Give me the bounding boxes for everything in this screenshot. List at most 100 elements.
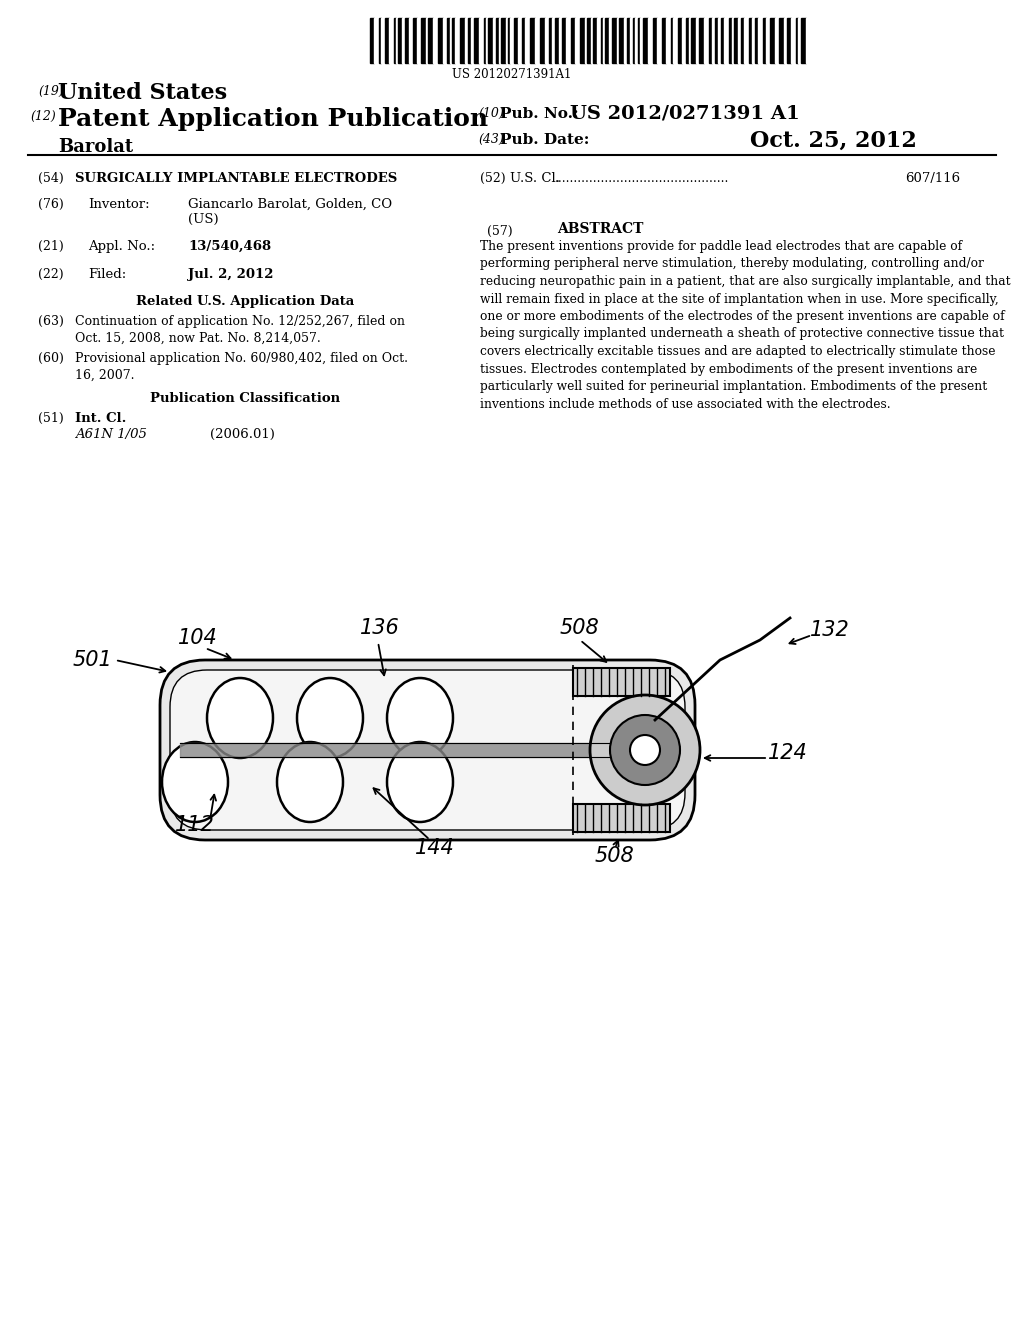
Bar [496, 18, 499, 63]
Bar [450, 18, 452, 63]
Text: (63): (63) [38, 315, 63, 327]
Bar [715, 18, 718, 63]
Bar [724, 18, 729, 63]
Bar [763, 18, 766, 63]
Text: (US): (US) [188, 213, 219, 226]
Bar [180, 743, 610, 756]
Text: (60): (60) [38, 352, 63, 366]
Bar [662, 18, 666, 63]
Text: Publication Classification: Publication Classification [150, 392, 340, 405]
Bar [540, 18, 545, 63]
Bar [618, 18, 624, 63]
Text: 508: 508 [595, 846, 635, 866]
FancyBboxPatch shape [170, 671, 685, 830]
Text: 112: 112 [175, 814, 215, 836]
Text: ABSTRACT: ABSTRACT [557, 222, 643, 236]
Bar [396, 18, 398, 63]
Bar [573, 668, 670, 696]
Bar [691, 18, 696, 63]
Bar [752, 18, 755, 63]
Text: Int. Cl.: Int. Cl. [75, 412, 126, 425]
Text: 13/540,468: 13/540,468 [188, 240, 271, 253]
Text: (22): (22) [38, 268, 63, 281]
Bar [514, 18, 518, 63]
Bar [791, 18, 796, 63]
Bar [775, 18, 779, 63]
Bar [612, 18, 617, 63]
Bar [562, 18, 566, 63]
Text: 124: 124 [768, 743, 808, 763]
Bar [729, 18, 732, 63]
Bar [732, 18, 734, 63]
Bar [374, 18, 379, 63]
Bar [587, 18, 591, 63]
Bar [624, 18, 627, 63]
Bar [474, 18, 479, 63]
Bar [593, 18, 597, 63]
Bar [705, 18, 709, 63]
Bar [421, 18, 426, 63]
Ellipse shape [297, 678, 362, 758]
Bar [779, 18, 784, 63]
Bar [609, 18, 612, 63]
Text: 136: 136 [360, 618, 399, 638]
Text: 607/116: 607/116 [905, 172, 961, 185]
Bar [484, 18, 486, 63]
Bar [573, 804, 670, 832]
Bar [522, 18, 525, 63]
Text: 501: 501 [73, 649, 113, 671]
Bar [379, 18, 381, 63]
Bar [741, 18, 744, 63]
Bar [394, 18, 396, 63]
Bar [571, 18, 575, 63]
Text: The present inventions provide for paddle lead electrodes that are capable of pe: The present inventions provide for paddl… [480, 240, 1011, 411]
Bar [426, 18, 428, 63]
Bar [417, 18, 421, 63]
Text: Provisional application No. 60/980,402, filed on Oct.
16, 2007.: Provisional application No. 60/980,402, … [75, 352, 408, 381]
Bar [709, 18, 712, 63]
Bar [635, 18, 638, 63]
Bar [413, 18, 417, 63]
Text: Pub. No.:: Pub. No.: [500, 107, 579, 121]
Text: Patent Application Publication: Patent Application Publication [58, 107, 488, 131]
Bar [433, 18, 438, 63]
Bar [630, 18, 633, 63]
Text: Inventor:: Inventor: [88, 198, 150, 211]
Circle shape [630, 735, 660, 766]
Bar [452, 18, 455, 63]
Bar [603, 18, 605, 63]
Bar [648, 18, 653, 63]
Text: (2006.01): (2006.01) [210, 428, 274, 441]
Text: Continuation of application No. 12/252,267, filed on
Oct. 15, 2008, now Pat. No.: Continuation of application No. 12/252,2… [75, 315, 406, 345]
Bar [479, 18, 484, 63]
Bar [801, 18, 806, 63]
Bar [638, 18, 640, 63]
FancyBboxPatch shape [160, 660, 695, 840]
Bar [508, 18, 510, 63]
Text: (76): (76) [38, 198, 63, 211]
Bar [591, 18, 593, 63]
Bar [465, 18, 468, 63]
Bar [499, 18, 501, 63]
Circle shape [610, 715, 680, 785]
Bar [468, 18, 471, 63]
Bar [721, 18, 724, 63]
Text: Filed:: Filed: [88, 268, 126, 281]
Bar [402, 18, 406, 63]
Bar [566, 18, 571, 63]
Text: U.S. Cl.: U.S. Cl. [510, 172, 560, 185]
Ellipse shape [278, 742, 343, 822]
Bar [409, 18, 413, 63]
Bar [398, 18, 402, 63]
Text: Barolat: Barolat [58, 139, 133, 156]
Bar [552, 18, 555, 63]
Bar [640, 18, 643, 63]
Text: 132: 132 [810, 620, 850, 640]
Bar [585, 18, 587, 63]
Bar [627, 18, 630, 63]
Text: Pub. Date:: Pub. Date: [500, 133, 590, 147]
Text: (54): (54) [38, 172, 63, 185]
Bar [535, 18, 540, 63]
Bar [443, 18, 447, 63]
Bar [696, 18, 699, 63]
